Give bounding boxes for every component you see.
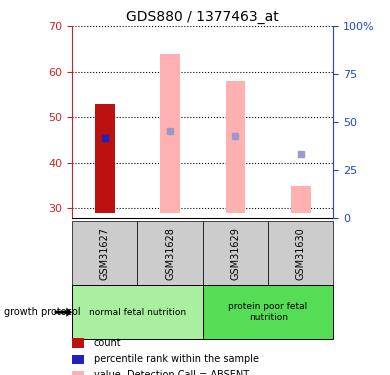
Text: protein poor fetal
nutrition: protein poor fetal nutrition xyxy=(229,303,308,322)
Text: GSM31630: GSM31630 xyxy=(296,227,306,279)
Bar xyxy=(268,221,333,285)
Text: percentile rank within the sample: percentile rank within the sample xyxy=(94,354,259,364)
Text: value, Detection Call = ABSENT: value, Detection Call = ABSENT xyxy=(94,370,249,375)
Text: GSM31628: GSM31628 xyxy=(165,226,175,280)
Title: GDS880 / 1377463_at: GDS880 / 1377463_at xyxy=(126,10,279,24)
Bar xyxy=(203,285,333,339)
Bar xyxy=(137,221,203,285)
Bar xyxy=(226,81,245,213)
Bar xyxy=(95,104,115,213)
Text: GSM31627: GSM31627 xyxy=(100,226,110,280)
Text: count: count xyxy=(94,338,121,348)
Bar xyxy=(72,221,137,285)
Bar xyxy=(203,221,268,285)
Bar xyxy=(160,54,180,213)
Text: normal fetal nutrition: normal fetal nutrition xyxy=(89,308,186,316)
Text: GSM31629: GSM31629 xyxy=(230,226,241,280)
Text: growth protocol: growth protocol xyxy=(4,307,80,317)
Bar xyxy=(291,186,310,213)
Bar xyxy=(72,285,203,339)
